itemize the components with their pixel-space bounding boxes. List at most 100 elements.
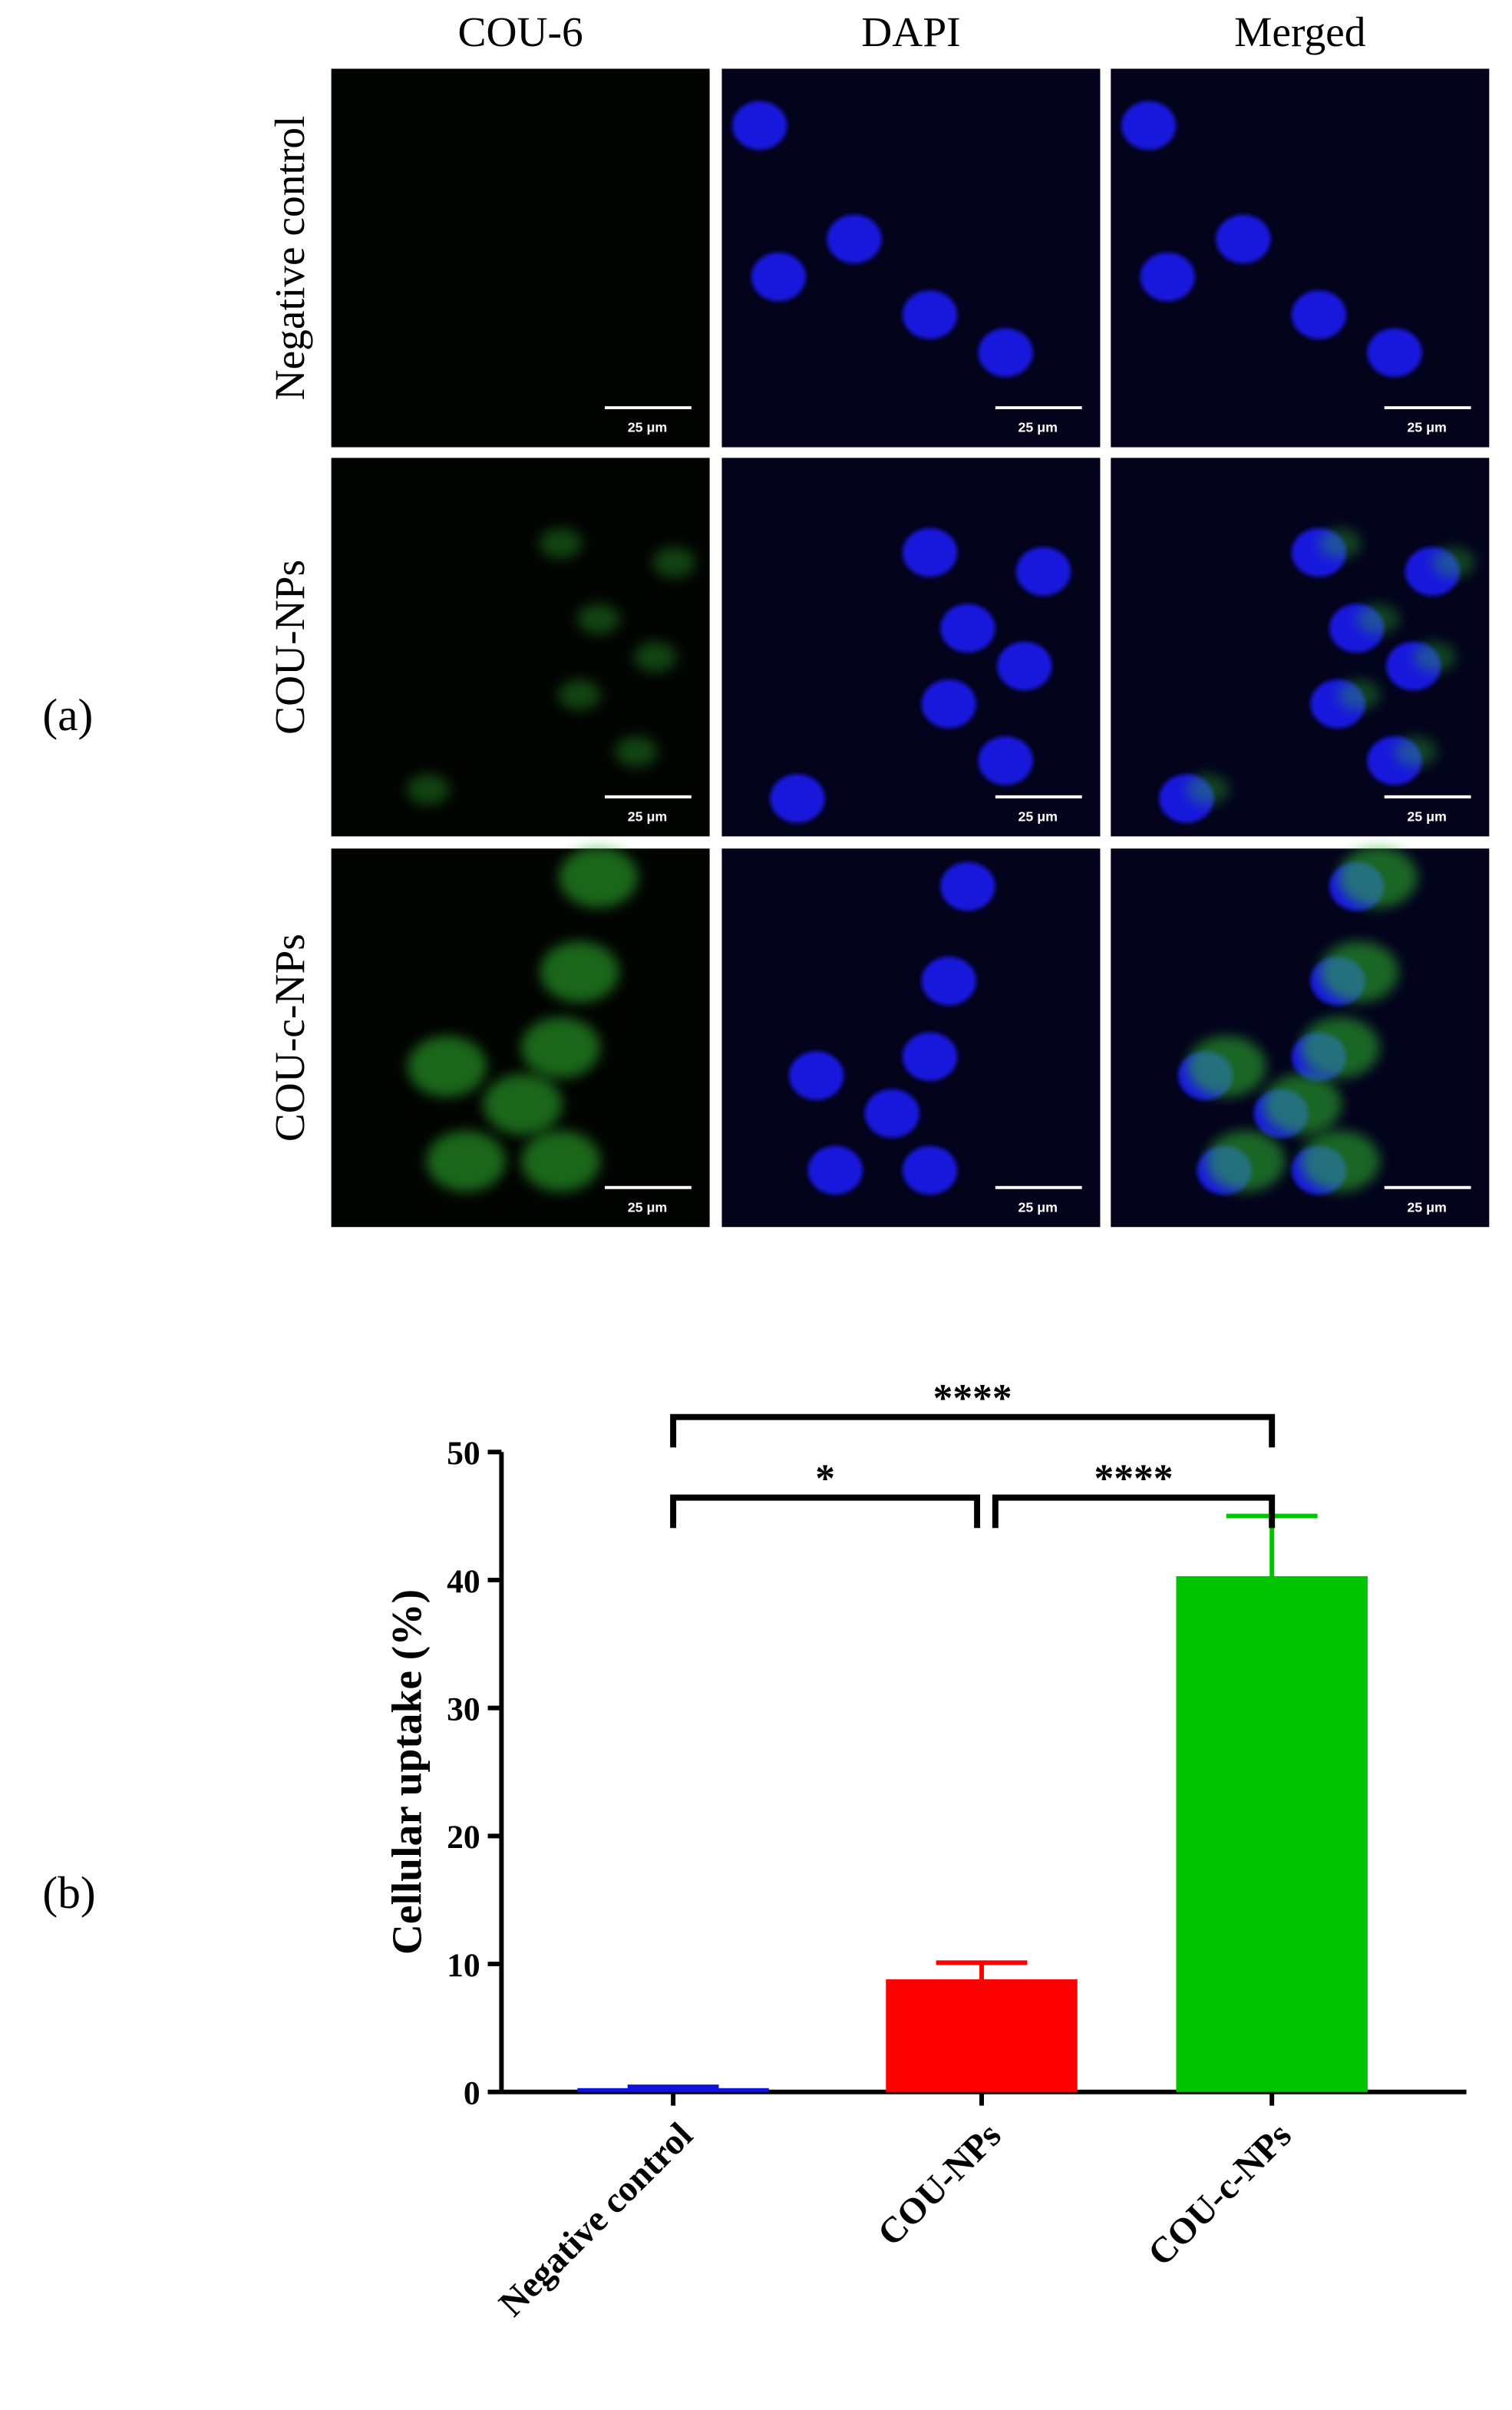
micrograph-bg: [721, 458, 1101, 837]
nucleus: [921, 679, 976, 729]
x-tick-label: COU-c-NPs: [1141, 2115, 1299, 2274]
nucleus: [789, 1051, 844, 1100]
micrograph: 25 μm: [721, 68, 1101, 448]
green-signal: [652, 547, 696, 578]
nucleus: [770, 774, 825, 823]
x-tick-label: COU-NPs: [870, 2115, 1009, 2253]
nucleus: [940, 861, 995, 911]
significance-bracket: [670, 1413, 1276, 1448]
micrograph: 25 μm: [721, 458, 1101, 837]
green-signal: [540, 941, 619, 1003]
y-tick-label: 50: [447, 1435, 480, 1472]
green-signal: [1263, 1073, 1342, 1136]
significance-bracket: [670, 1494, 981, 1529]
nucleus: [978, 328, 1033, 377]
x-tick-label: Negative control: [491, 2115, 700, 2324]
y-tick-label: 40: [447, 1563, 480, 1600]
panel-label: (b): [42, 1867, 95, 1918]
nucleus: [940, 603, 995, 653]
nucleus: [902, 290, 958, 339]
nucleus: [1291, 290, 1347, 339]
green-signal: [1187, 1036, 1266, 1097]
green-signal: [483, 1073, 563, 1136]
micrograph: 25 μm: [331, 847, 710, 1228]
micrograph: 25 μm: [331, 68, 710, 448]
bar: [1176, 1575, 1368, 2092]
significance-label: ****: [933, 1377, 1012, 1420]
green-signal: [577, 603, 620, 635]
scale-bar-label: 25 μm: [1407, 809, 1446, 825]
row-label: COU-NPs: [266, 560, 313, 735]
y-tick-label: 30: [447, 1691, 480, 1727]
nucleus: [864, 1089, 919, 1138]
scale-bar-label: 25 μm: [1018, 809, 1058, 825]
green-signal: [558, 679, 601, 710]
green-signal: [1319, 527, 1362, 559]
green-signal: [1395, 736, 1438, 767]
column-header: COU-6: [458, 8, 583, 55]
nucleus: [902, 527, 958, 577]
micrograph: 25 μm: [1111, 458, 1490, 837]
scale-bar-label: 25 μm: [628, 420, 667, 435]
green-signal: [1432, 547, 1475, 578]
significance-label: ****: [1094, 1457, 1174, 1501]
row-label: COU-c-NPs: [266, 934, 313, 1142]
green-signal: [1356, 603, 1400, 635]
nucleus: [807, 1145, 863, 1195]
green-signal: [559, 847, 639, 908]
scale-bar-label: 25 μm: [628, 809, 667, 825]
scale-bar-label: 25 μm: [1407, 1199, 1446, 1215]
green-signal: [1206, 1130, 1286, 1192]
green-signal: [1300, 1130, 1380, 1192]
green-signal: [1319, 941, 1399, 1003]
nucleus: [1367, 328, 1422, 377]
green-signal: [1338, 679, 1381, 710]
bar: [886, 1979, 1078, 2092]
green-signal: [634, 641, 677, 673]
significance-bracket: [992, 1494, 1276, 1529]
nucleus: [1121, 101, 1177, 150]
nucleus: [902, 1145, 958, 1195]
nucleus: [921, 957, 976, 1006]
nucleus: [902, 1032, 958, 1082]
nucleus: [997, 641, 1052, 691]
green-signal: [521, 1017, 600, 1079]
bar: [577, 2088, 769, 2092]
nucleus: [978, 736, 1033, 785]
significance-label: *: [815, 1457, 835, 1501]
green-signal: [1413, 641, 1457, 673]
green-signal: [1186, 774, 1230, 805]
column-header: DAPI: [861, 8, 960, 55]
nucleus: [1015, 547, 1071, 596]
scale-bar-label: 25 μm: [1407, 420, 1446, 435]
micrograph: 25 μm: [1111, 68, 1490, 448]
micrograph-bg: [331, 68, 710, 448]
nucleus: [1140, 252, 1195, 302]
column-header: Merged: [1234, 8, 1366, 55]
y-axis-label: Cellular uptake (%): [383, 1589, 430, 1955]
y-tick-label: 0: [464, 2075, 480, 2112]
green-signal: [1338, 847, 1418, 908]
panel-label: (a): [42, 689, 93, 740]
nucleus: [827, 214, 882, 264]
micrograph: 25 μm: [1111, 847, 1490, 1228]
green-signal: [615, 736, 658, 767]
nucleus: [751, 252, 807, 302]
y-tick-label: 10: [447, 1947, 480, 1984]
green-signal: [408, 1036, 487, 1097]
row-label: Negative control: [266, 116, 313, 401]
nucleus: [1216, 214, 1271, 264]
green-signal: [1300, 1017, 1380, 1079]
micrograph-bg: [331, 848, 710, 1228]
green-signal: [407, 774, 450, 805]
scale-bar-label: 25 μm: [1018, 1199, 1058, 1215]
micrograph: 25 μm: [331, 458, 710, 837]
micrograph: 25 μm: [721, 848, 1101, 1228]
green-signal: [521, 1130, 600, 1192]
y-tick-label: 20: [447, 1819, 480, 1856]
nucleus: [732, 101, 787, 150]
green-signal: [539, 527, 583, 559]
scale-bar-label: 25 μm: [1018, 420, 1058, 435]
